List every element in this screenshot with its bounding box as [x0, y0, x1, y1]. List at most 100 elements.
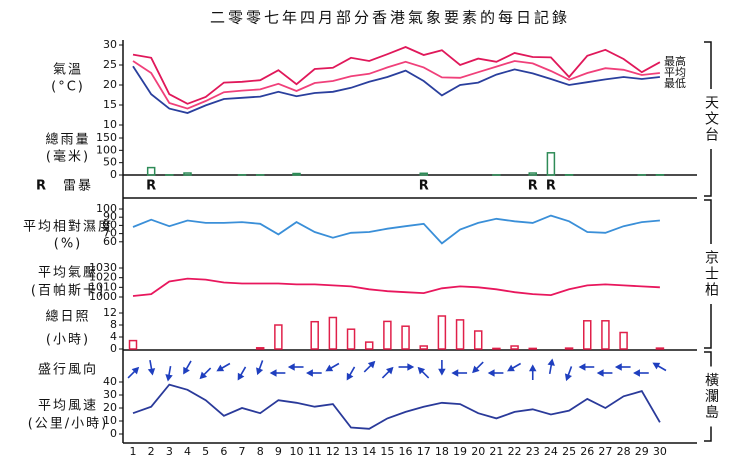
arrow-head — [199, 371, 208, 380]
bar — [473, 330, 483, 350]
y-axis-label: (百帕斯卡) — [31, 284, 105, 299]
bar — [419, 345, 428, 350]
y-tick-label: 30 — [103, 388, 117, 401]
y-axis-label: (小時) — [46, 333, 90, 348]
x-tick-label: 12 — [326, 445, 340, 458]
arrow-head — [451, 369, 459, 377]
arrow-head — [614, 363, 622, 371]
y-tick-label: 0 — [110, 342, 117, 355]
x-tick-label: 30 — [653, 445, 667, 458]
x-tick-label: 29 — [635, 445, 649, 458]
x-tick-label: 27 — [598, 445, 612, 458]
arrow-head — [165, 374, 173, 382]
wind-arrow — [381, 366, 394, 379]
wind-arrow — [306, 369, 322, 377]
arrow-head — [507, 364, 515, 372]
x-tick-label: 15 — [380, 445, 394, 458]
y-tick-label: 0 — [110, 427, 117, 440]
y-tick-label: 1000 — [89, 290, 117, 303]
x-tick-label: 4 — [184, 445, 191, 458]
bar — [546, 152, 556, 176]
bar — [655, 347, 665, 350]
bar — [274, 324, 283, 350]
bar — [528, 172, 537, 176]
bar — [128, 339, 138, 350]
y-axis-label: (毫米) — [46, 149, 90, 165]
chart-title: 二零零七年四月部分香港氣象要素的每日記錄 — [210, 9, 570, 27]
x-tick-label: 14 — [362, 445, 376, 458]
y-axis-label: (%) — [54, 237, 83, 252]
arrow-head — [528, 364, 537, 372]
bar — [619, 331, 628, 350]
wind-arrow — [398, 363, 415, 371]
y-tick-label: 80 — [103, 218, 117, 231]
y-tick-label: 4 — [110, 330, 117, 343]
y-tick-label: 12 — [103, 306, 117, 319]
x-tick-label: 20 — [471, 445, 485, 458]
arrow-head — [256, 367, 264, 376]
wind-arrow — [269, 369, 286, 377]
arrow-head — [325, 364, 334, 372]
line — [132, 214, 660, 245]
bar — [437, 315, 447, 350]
y-axis-label: 總雨量 — [45, 132, 90, 148]
wind-arrow — [633, 369, 649, 377]
legend-label: 最高 — [664, 54, 686, 68]
arrow-head — [346, 372, 354, 381]
x-tick-label: 26 — [580, 445, 594, 458]
bar — [183, 172, 192, 176]
station-label: 京士柏 — [703, 250, 719, 298]
y-tick-label: 70 — [103, 227, 117, 240]
bar — [346, 328, 356, 350]
x-tick-label: 5 — [202, 445, 209, 458]
arrow-head — [216, 364, 225, 372]
bar — [528, 347, 537, 350]
station-bracket — [704, 199, 712, 349]
thunderstorm-symbol: R — [546, 179, 556, 194]
wind-arrow — [216, 362, 231, 372]
thunderstorm-symbol: R — [419, 179, 429, 194]
bar — [383, 320, 392, 350]
event-legend-symbol: R — [36, 179, 46, 194]
wind-arrow — [147, 359, 156, 376]
bar — [310, 320, 319, 350]
station-bracket — [704, 41, 712, 197]
arrow-head — [131, 366, 140, 375]
legend-label: 最低 — [664, 77, 686, 90]
bar — [455, 319, 465, 350]
arrow-head — [564, 373, 572, 382]
y-axis-label: 平均氣壓 — [38, 266, 98, 281]
arrow-head — [269, 369, 277, 377]
x-tick-label: 22 — [508, 445, 522, 458]
wind-arrow — [487, 369, 504, 377]
y-axis-label: 平均風速 — [38, 399, 98, 414]
y-tick-label: 1010 — [89, 280, 117, 293]
y-tick-label: 100 — [96, 143, 117, 156]
y-tick-label: 60 — [103, 235, 117, 248]
bar — [492, 347, 501, 350]
line — [132, 383, 661, 430]
x-tick-label: 23 — [526, 445, 540, 458]
bar — [364, 341, 374, 350]
wind-arrow — [507, 362, 522, 372]
x-tick-label: 21 — [489, 445, 503, 458]
arrow-head — [547, 358, 555, 366]
arrow-head — [367, 360, 376, 369]
wind-arrow — [346, 366, 356, 381]
x-tick-label: 19 — [453, 445, 467, 458]
x-tick-label: 11 — [308, 445, 322, 458]
y-tick-label: 30 — [103, 38, 117, 51]
arrow-head — [287, 363, 295, 371]
bar — [292, 172, 301, 176]
bar — [255, 347, 265, 350]
wind-arrow — [325, 362, 340, 372]
bar — [401, 325, 410, 350]
y-tick-label: 100 — [96, 202, 117, 215]
arrow-head — [183, 366, 190, 375]
arrow-head — [306, 369, 313, 377]
x-tick-label: 25 — [562, 445, 576, 458]
line — [132, 60, 660, 110]
y-tick-label: 150 — [96, 131, 117, 144]
wind-arrow — [472, 361, 484, 374]
arrow-head — [633, 369, 640, 377]
